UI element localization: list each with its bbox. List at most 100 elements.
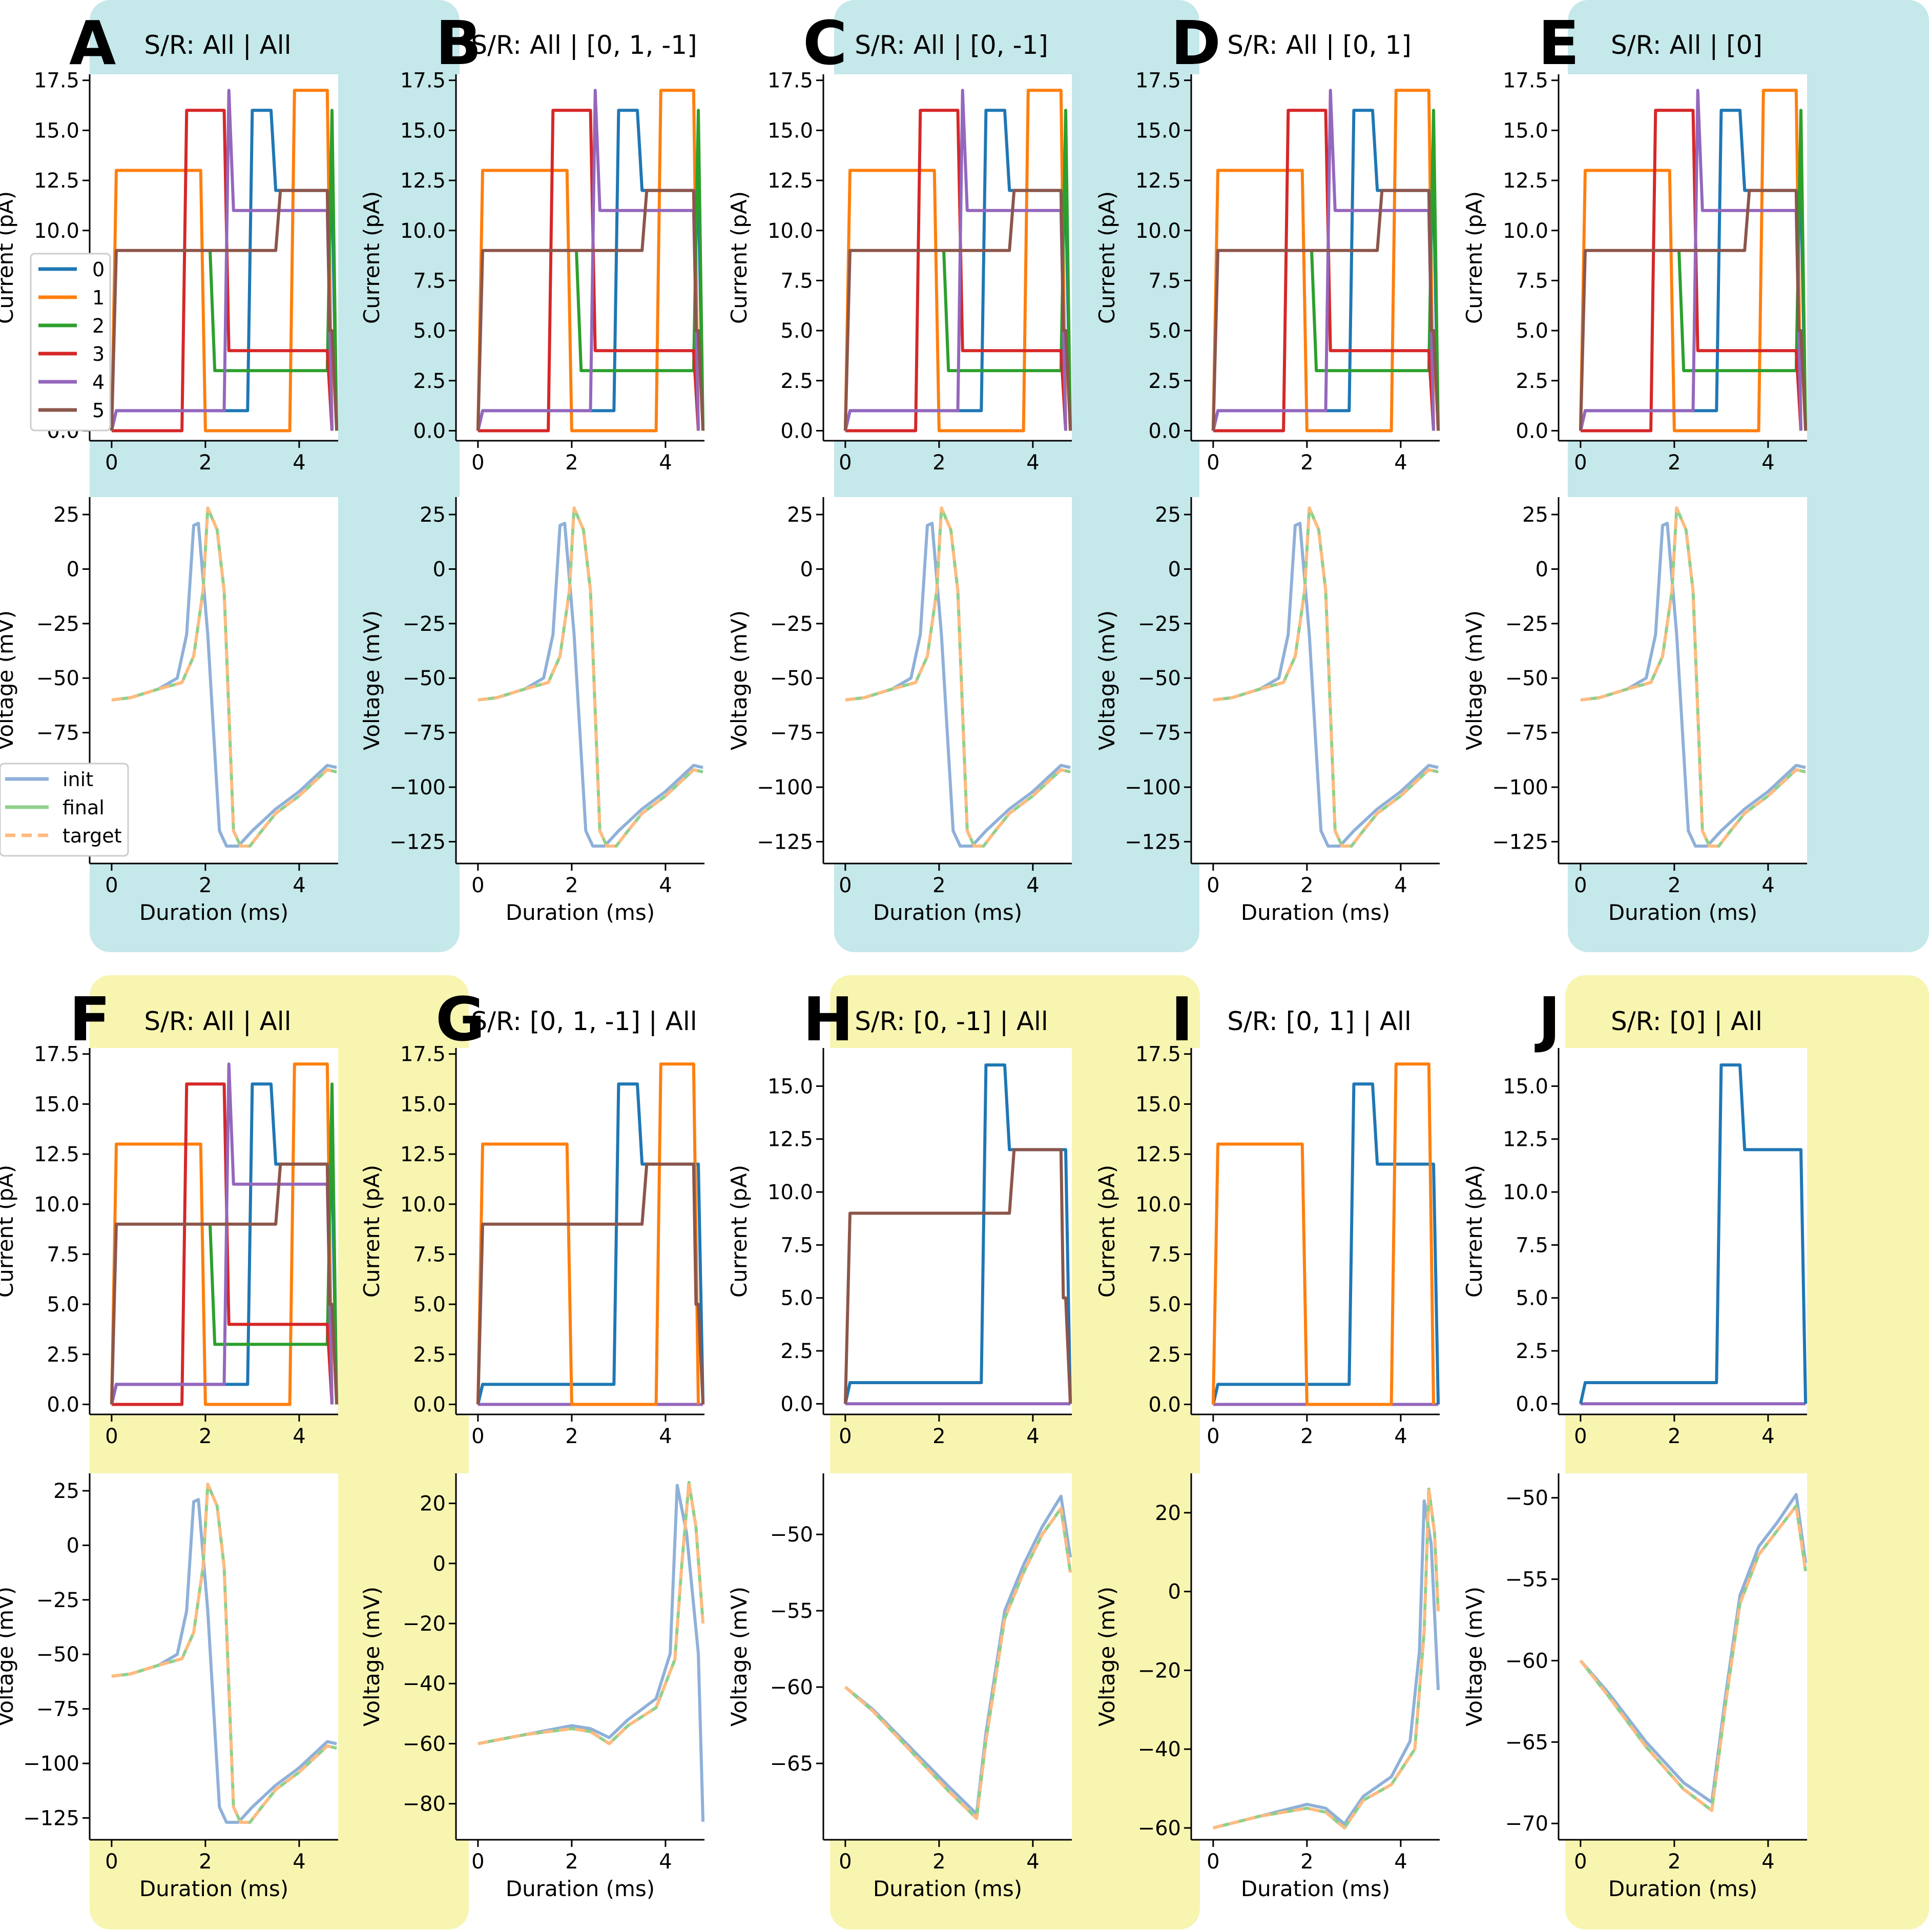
series-5-line xyxy=(1211,189,1440,431)
y-tick-label: 0.0 xyxy=(1148,419,1181,443)
x-tick-label: 2 xyxy=(932,451,945,475)
panel-g: GS/R: [0, 1, -1] | All 0.0 2.5 5.0 7.5 10.0 12… xyxy=(359,984,705,1901)
y-tick-label: 10.0 xyxy=(1503,1181,1548,1204)
y-tick-label: −125 xyxy=(389,830,446,854)
series-1-line xyxy=(843,89,1067,433)
y-tick-label: −75 xyxy=(1138,722,1181,745)
y-tick-label: 7.5 xyxy=(1516,1234,1548,1257)
series-0-line xyxy=(1211,1082,1440,1405)
y-tick-label: −40 xyxy=(403,1672,446,1696)
y-tick-label: −50 xyxy=(36,667,79,690)
legend-label-5: 5 xyxy=(92,399,105,422)
y-tick-label: 5.0 xyxy=(413,1293,446,1317)
y-tick-label: −125 xyxy=(23,1806,79,1830)
y-tick-label: 5.0 xyxy=(1516,319,1548,343)
plot-area xyxy=(823,497,1072,864)
y-tick-label: −65 xyxy=(1505,1731,1548,1754)
series-5-line xyxy=(843,189,1072,431)
y-tick-label: 17.5 xyxy=(768,69,813,93)
x-tick-label: 4 xyxy=(659,1425,672,1448)
y-axis-label: Current (pA) xyxy=(0,191,18,324)
y-tick-label: 12.5 xyxy=(768,169,813,193)
y-tick-label: −75 xyxy=(770,722,813,745)
y-tick-label: 15.0 xyxy=(1135,119,1181,142)
y-axis-label: Current (pA) xyxy=(359,1165,384,1298)
y-axis-label: Current (pA) xyxy=(1094,1165,1119,1298)
y-tick-label: 0 xyxy=(1168,1580,1181,1604)
y-tick-label: 0 xyxy=(67,1534,79,1557)
y-axis-label: Current (pA) xyxy=(0,1165,18,1298)
y-tick-label: 2.5 xyxy=(780,1340,813,1363)
y-tick-label: 17.5 xyxy=(34,69,79,93)
voltage-target-line xyxy=(1213,1487,1440,1830)
x-axis-label: Duration (ms) xyxy=(1608,1876,1757,1901)
y-tick-label: −60 xyxy=(403,1732,446,1756)
x-tick-label: 0 xyxy=(839,874,852,897)
voltage-init-line xyxy=(845,522,1071,848)
plot-area xyxy=(823,74,1072,441)
legend-label-4: 4 xyxy=(92,371,105,394)
x-tick-label: 4 xyxy=(1026,1850,1039,1874)
y-tick-label: −50 xyxy=(1138,667,1181,690)
y-tick-label: −25 xyxy=(403,612,446,636)
panel-letter: I xyxy=(1171,984,1193,1055)
y-tick-label: 15.0 xyxy=(1503,1075,1548,1098)
plot-area xyxy=(1191,1473,1440,1840)
y-tick-label: −25 xyxy=(36,612,79,636)
series-1-line xyxy=(110,89,334,433)
panel-e: E S/R: All | [0] 0.0 2.5 5.0 7.5 10.0 12.5 15.0 1… xyxy=(1462,8,1808,925)
y-tick-label: −125 xyxy=(1125,830,1181,854)
y-tick-label: −20 xyxy=(403,1612,446,1636)
y-tick-label: 7.5 xyxy=(47,1243,79,1266)
y-axis-label: Current (pA) xyxy=(1462,1165,1487,1298)
panel-a: AS/R: All | All0.02.55.07.510.012.515.01… xyxy=(0,8,339,925)
panel-title: S/R: [0, 1, -1] | All xyxy=(471,1006,697,1036)
panel-letter: J xyxy=(1534,984,1561,1055)
x-tick-label: 2 xyxy=(932,1850,945,1874)
series-1-line xyxy=(110,1062,334,1406)
y-tick-label: 2.5 xyxy=(47,1343,79,1367)
y-tick-label: 10.0 xyxy=(1135,219,1181,243)
y-tick-label: −50 xyxy=(1505,667,1548,690)
plot-area xyxy=(1559,1048,1807,1414)
y-tick-label: −100 xyxy=(1492,776,1548,799)
x-axis-label: Duration (ms) xyxy=(506,1876,655,1901)
panel-letter: E xyxy=(1538,8,1580,78)
y-axis-label: Voltage (mV) xyxy=(1094,1587,1119,1727)
voltage-init-line xyxy=(1580,522,1806,848)
y-tick-label: −100 xyxy=(389,776,446,799)
voltage-init-line xyxy=(478,1484,705,1822)
x-tick-label: 4 xyxy=(1394,1425,1407,1448)
x-tick-label: 4 xyxy=(1026,874,1039,897)
voltage-init-line xyxy=(111,1498,337,1824)
x-tick-label: 2 xyxy=(1300,874,1313,897)
series-5-line xyxy=(110,1162,339,1405)
x-tick-label: 2 xyxy=(565,874,578,897)
y-tick-label: 10.0 xyxy=(34,1193,79,1217)
y-tick-label: −100 xyxy=(757,776,813,799)
voltage-target-line xyxy=(111,506,337,848)
y-tick-label: 12.5 xyxy=(34,1143,79,1166)
y-axis-label: Current (pA) xyxy=(727,191,752,324)
panel-j: J S/R: [0] | All 0.0 2.5 5.0 7.5 10.0 12.5 15.0 0… xyxy=(1462,984,1808,1901)
y-tick-label: 7.5 xyxy=(1148,269,1181,293)
y-tick-label: −75 xyxy=(1505,722,1548,745)
y-tick-label: 2.5 xyxy=(413,1343,446,1367)
x-tick-label: 4 xyxy=(1761,1850,1774,1874)
voltage-target-line xyxy=(1579,1504,1808,1812)
panel-title: S/R: All | [0, 1, -1] xyxy=(471,30,697,60)
x-tick-label: 0 xyxy=(839,1850,852,1874)
trace-legend-box xyxy=(0,763,129,857)
x-tick-label: 2 xyxy=(1300,1425,1313,1448)
panel-letter: G xyxy=(435,984,485,1055)
legend-label-3: 3 xyxy=(92,343,105,365)
plot-area xyxy=(1559,1473,1807,1840)
y-tick-label: 20 xyxy=(420,1492,446,1516)
voltage-target-line xyxy=(844,1507,1072,1820)
y-tick-label: 15.0 xyxy=(1503,119,1548,142)
x-tick-label: 0 xyxy=(1574,1850,1587,1874)
plot-area xyxy=(1559,74,1807,441)
y-tick-label: 12.5 xyxy=(1503,169,1548,193)
y-tick-label: 0.0 xyxy=(780,419,813,443)
series-3-line xyxy=(111,109,334,433)
